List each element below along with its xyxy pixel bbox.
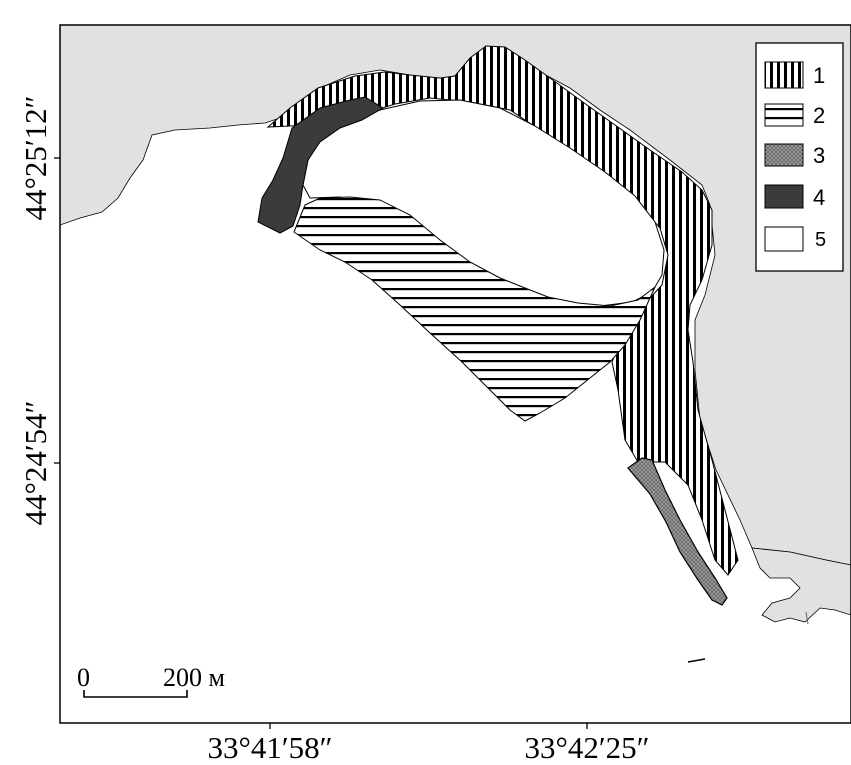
map-frame-border bbox=[59, 24, 851, 724]
latitude-label-2: 44°24′54″ bbox=[18, 400, 53, 525]
map-debris-mark bbox=[687, 658, 706, 663]
longitude-label-2: 33°42′25″ bbox=[524, 730, 649, 765]
legend-label-2: 2 bbox=[813, 103, 825, 128]
legend-label-4: 4 bbox=[813, 185, 825, 210]
longitude-label-1: 33°41′58″ bbox=[207, 730, 332, 765]
zone-3 bbox=[627, 457, 728, 606]
scale-bar-start-label: 0 bbox=[77, 663, 90, 692]
map-legend: 1 2 3 4 5 bbox=[755, 42, 844, 272]
zone-4 bbox=[257, 96, 384, 234]
legend-swatch-4 bbox=[764, 184, 804, 209]
latitude-label-1: 44°25′12″ bbox=[18, 95, 53, 220]
legend-label-5: 5 bbox=[815, 229, 826, 251]
map-debris-mark bbox=[805, 611, 809, 625]
legend-swatch-3 bbox=[764, 143, 804, 167]
legend-label-1: 1 bbox=[813, 63, 825, 88]
scale-bar-line bbox=[83, 690, 188, 698]
zone-2 bbox=[293, 196, 656, 422]
scale-bar: 0 200 м bbox=[77, 663, 225, 698]
legend-swatch-5 bbox=[764, 226, 804, 252]
land-southeast-pier bbox=[751, 547, 851, 623]
legend-swatch-1 bbox=[764, 61, 804, 89]
scale-bar-end-label: 200 м bbox=[163, 663, 225, 692]
legend-label-3: 3 bbox=[813, 143, 825, 168]
legend-swatch-2 bbox=[764, 103, 804, 127]
